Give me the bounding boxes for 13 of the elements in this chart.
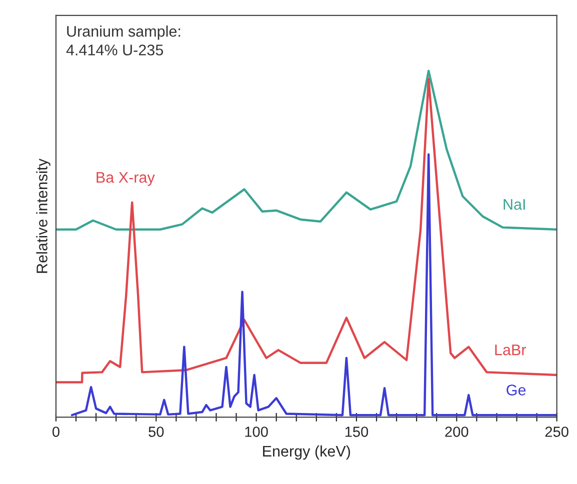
x-tick-label: 150 <box>345 426 368 437</box>
series-label: LaBr <box>495 344 526 356</box>
x-tick-label: 0 <box>52 426 60 437</box>
x-tick-label: 200 <box>445 426 468 437</box>
series-label: NaI <box>504 199 525 210</box>
text: Uranium sample: 4.414% U-235 <box>66 26 180 56</box>
y-axis-title: Relative intensity <box>36 158 50 273</box>
series-label: Ge <box>506 384 526 396</box>
x-tick-label: 250 <box>545 426 568 437</box>
annotation: Ba X-ray <box>96 172 155 186</box>
x-tick-label: 100 <box>245 426 268 437</box>
x-axis-title: Energy (keV) <box>263 445 350 460</box>
x-tick-label: 50 <box>148 426 164 437</box>
